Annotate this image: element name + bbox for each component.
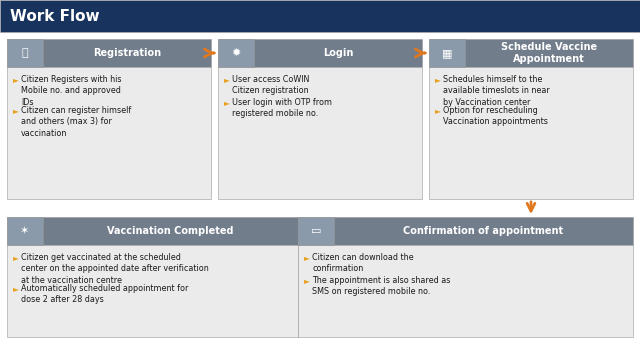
Text: Confirmation of appointment: Confirmation of appointment xyxy=(403,226,564,236)
Text: ✹: ✹ xyxy=(231,48,241,58)
FancyBboxPatch shape xyxy=(7,245,298,337)
FancyBboxPatch shape xyxy=(218,67,422,199)
Text: Citizen get vaccinated at the scheduled
center on the appointed date after verif: Citizen get vaccinated at the scheduled … xyxy=(21,253,209,285)
Text: ►: ► xyxy=(224,98,230,107)
Text: ►: ► xyxy=(435,75,441,84)
Text: Work Flow: Work Flow xyxy=(10,9,100,23)
Text: User login with OTP from
registered mobile no.: User login with OTP from registered mobi… xyxy=(232,98,332,118)
FancyBboxPatch shape xyxy=(298,245,633,337)
Text: Registration: Registration xyxy=(93,48,161,58)
Text: ►: ► xyxy=(435,106,441,115)
Text: Vaccination Completed: Vaccination Completed xyxy=(108,226,234,236)
FancyBboxPatch shape xyxy=(7,39,43,67)
Text: Schedules himself to the
available timeslots in near
by Vaccination center: Schedules himself to the available times… xyxy=(443,75,550,107)
FancyBboxPatch shape xyxy=(7,67,211,199)
Text: ⌗: ⌗ xyxy=(22,48,28,58)
Text: Option for rescheduling
Vaccination appointments: Option for rescheduling Vaccination appo… xyxy=(443,106,548,126)
Text: The appointment is also shared as
SMS on registered mobile no.: The appointment is also shared as SMS on… xyxy=(312,276,451,296)
FancyBboxPatch shape xyxy=(429,39,633,67)
FancyBboxPatch shape xyxy=(0,0,640,32)
FancyBboxPatch shape xyxy=(298,217,633,245)
FancyBboxPatch shape xyxy=(429,67,633,199)
Text: ►: ► xyxy=(13,106,19,115)
FancyBboxPatch shape xyxy=(7,39,211,67)
Text: ►: ► xyxy=(224,75,230,84)
FancyBboxPatch shape xyxy=(7,217,43,245)
Text: Citizen can register himself
and others (max 3) for
vaccination: Citizen can register himself and others … xyxy=(21,106,131,138)
Text: ►: ► xyxy=(13,284,19,293)
Text: User access CoWIN
Citizen registration: User access CoWIN Citizen registration xyxy=(232,75,309,95)
Text: Login: Login xyxy=(323,48,353,58)
Text: Automatically scheduled appointment for
dose 2 after 28 days: Automatically scheduled appointment for … xyxy=(21,284,188,305)
Text: Citizen can download the
confirmation: Citizen can download the confirmation xyxy=(312,253,413,274)
Text: ►: ► xyxy=(304,253,310,262)
FancyBboxPatch shape xyxy=(7,217,298,245)
FancyBboxPatch shape xyxy=(429,39,465,67)
FancyBboxPatch shape xyxy=(218,39,422,67)
Text: ✶: ✶ xyxy=(20,226,29,236)
Text: ►: ► xyxy=(304,276,310,285)
Text: Citizen Registers with his
Mobile no. and approved
IDs: Citizen Registers with his Mobile no. an… xyxy=(21,75,122,107)
Text: Schedule Vaccine
Appointment: Schedule Vaccine Appointment xyxy=(501,42,597,64)
FancyBboxPatch shape xyxy=(298,217,334,245)
Text: ►: ► xyxy=(13,75,19,84)
Text: ▦: ▦ xyxy=(442,48,452,58)
FancyBboxPatch shape xyxy=(218,39,254,67)
Text: ▭: ▭ xyxy=(311,226,321,236)
Text: ►: ► xyxy=(13,253,19,262)
